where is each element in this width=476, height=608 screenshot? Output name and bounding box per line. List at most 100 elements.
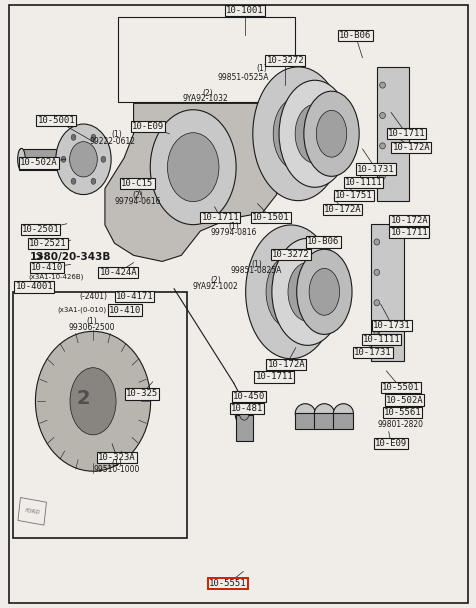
Ellipse shape [239,407,248,420]
Text: 10-1711: 10-1711 [201,213,238,222]
Polygon shape [19,149,81,170]
Bar [13,292,187,538]
Ellipse shape [18,148,25,170]
Bar [376,67,408,201]
Text: 10-172A: 10-172A [267,361,304,369]
Ellipse shape [70,368,116,435]
Text: 10-C15: 10-C15 [121,179,153,188]
Text: 10-1731: 10-1731 [357,165,394,173]
Text: 10-410: 10-410 [109,306,141,314]
Text: 10-450: 10-450 [232,392,265,401]
Bar [235,415,252,441]
Ellipse shape [373,300,379,306]
Ellipse shape [308,269,339,316]
Ellipse shape [379,173,385,179]
Text: 1380/20-343B: 1380/20-343B [30,252,111,261]
Text: 10-1751: 10-1751 [335,192,372,200]
Text: 10-1111: 10-1111 [344,178,381,187]
Text: 10-2501: 10-2501 [22,226,59,234]
Text: 10-2521: 10-2521 [29,239,66,247]
Text: (1): (1) [256,64,266,72]
Text: 10-1111: 10-1111 [362,335,399,344]
Text: 10-1711: 10-1711 [387,130,424,138]
Text: 10-5551: 10-5551 [209,579,246,588]
Text: 10-172A: 10-172A [323,205,360,213]
Text: (1): (1) [228,222,238,230]
Ellipse shape [379,82,385,88]
Ellipse shape [379,143,385,149]
Text: 10-1711: 10-1711 [390,228,427,237]
Text: 99851-0525A: 99851-0525A [217,73,268,81]
Ellipse shape [91,134,96,140]
Text: 10-1001: 10-1001 [226,6,263,15]
Ellipse shape [316,110,346,157]
Bar [314,413,334,429]
Ellipse shape [167,133,218,202]
Ellipse shape [288,263,327,321]
Text: 10-E09: 10-E09 [374,440,407,448]
Text: 10-B06: 10-B06 [307,238,339,246]
Ellipse shape [271,238,343,345]
Bar [18,497,46,525]
Ellipse shape [101,156,106,162]
Bar [295,413,315,429]
Ellipse shape [266,255,315,328]
Text: (x3A1-(0-010): (x3A1-(0-010) [58,307,106,313]
Text: (1): (1) [251,260,261,269]
Polygon shape [105,103,305,261]
Ellipse shape [56,124,111,195]
Ellipse shape [252,67,343,201]
Bar [370,224,403,361]
Ellipse shape [91,178,96,184]
Text: 10-172A: 10-172A [390,216,427,224]
Text: FORD: FORD [24,508,40,516]
Ellipse shape [245,225,336,359]
Text: 10-1711: 10-1711 [255,373,292,381]
Ellipse shape [69,142,97,177]
Ellipse shape [295,404,315,423]
Text: (2): (2) [210,277,220,285]
Text: 99801-2820: 99801-2820 [377,420,423,429]
Text: 10-323A: 10-323A [98,453,135,461]
Ellipse shape [71,178,76,184]
Text: 99794-0616: 99794-0616 [114,198,160,206]
Ellipse shape [373,269,379,275]
Ellipse shape [295,105,334,163]
Text: 10-3272: 10-3272 [266,57,303,65]
Text: 10-E09: 10-E09 [131,122,164,131]
Text: 10-4171: 10-4171 [116,292,153,301]
Text: 10-481: 10-481 [230,404,263,413]
Text: (x3A1-10-426B): (x3A1-10-426B) [29,274,84,280]
Text: 10-424A: 10-424A [99,268,137,277]
Ellipse shape [373,239,379,245]
Ellipse shape [235,401,253,426]
Text: 10-5501: 10-5501 [381,384,418,392]
Text: 10-5561: 10-5561 [383,408,420,416]
Text: 10-1501: 10-1501 [252,213,289,222]
Text: (1): (1) [111,131,121,139]
Text: 99794-0816: 99794-0816 [210,228,257,237]
Ellipse shape [373,330,379,336]
Ellipse shape [296,249,351,334]
Text: 10-4001: 10-4001 [16,283,53,291]
Ellipse shape [303,91,358,176]
Text: (1): (1) [86,317,97,325]
Text: 99851-0825A: 99851-0825A [230,266,282,275]
Text: 10-502A: 10-502A [20,159,58,167]
Text: 99222-0612: 99222-0612 [89,137,135,145]
Text: (-2401): (-2401) [79,292,107,301]
Text: (1): (1) [111,459,122,468]
Text: 10-3272: 10-3272 [272,250,309,258]
Text: (2): (2) [202,89,213,97]
Bar [118,17,294,102]
Text: (2): (2) [132,192,142,200]
Ellipse shape [150,109,236,225]
Ellipse shape [61,156,66,162]
Text: 10-172A: 10-172A [392,143,429,151]
Bar [333,413,353,429]
Ellipse shape [273,97,322,170]
Ellipse shape [333,404,353,423]
Text: 9YA92-1032: 9YA92-1032 [182,94,228,103]
Text: 10-502A: 10-502A [385,396,422,404]
Text: 99306-2500: 99306-2500 [68,323,115,331]
